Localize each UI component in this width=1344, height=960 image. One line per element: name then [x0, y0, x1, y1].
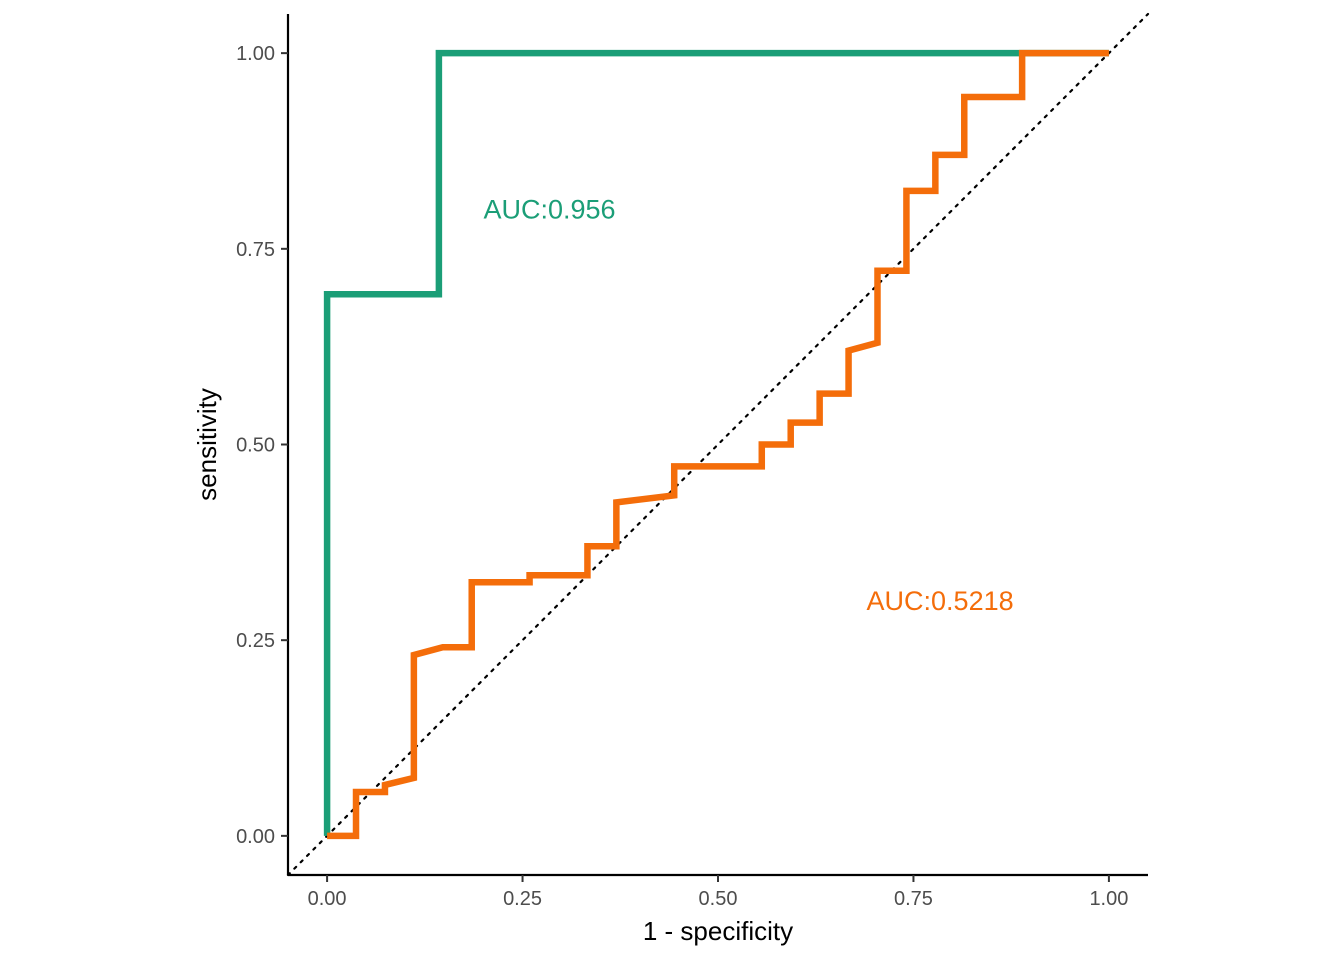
y-tick-label: 1.00 — [236, 43, 275, 65]
x-tick-label: 1.00 — [1089, 888, 1128, 910]
y-ticks: 0.00 0.25 0.50 0.75 1.00 — [236, 43, 288, 848]
x-axis-title: 1 - specificity — [643, 916, 793, 946]
x-ticks: 0.00 0.25 0.50 0.75 1.00 — [308, 875, 1128, 910]
x-tick-label: 0.75 — [894, 888, 933, 910]
series-line-2 — [327, 49, 1109, 840]
y-tick-label: 0.00 — [236, 826, 275, 848]
annotations: AUC:0.956 AUC:0.5218 — [483, 195, 1013, 616]
auc-annotation-1: AUC:0.956 — [483, 195, 615, 225]
y-axis-title: sensitivity — [192, 388, 222, 501]
y-tick-label: 0.75 — [236, 239, 275, 261]
x-tick-label: 0.25 — [503, 888, 542, 910]
series-line-1 — [323, 49, 1109, 836]
y-tick-label: 0.25 — [236, 630, 275, 652]
x-tick-label: 0.00 — [308, 888, 347, 910]
y-tick-label: 0.50 — [236, 435, 275, 457]
series-layer — [323, 49, 1109, 840]
auc-annotation-2: AUC:0.5218 — [867, 586, 1014, 616]
x-tick-label: 0.50 — [699, 888, 738, 910]
